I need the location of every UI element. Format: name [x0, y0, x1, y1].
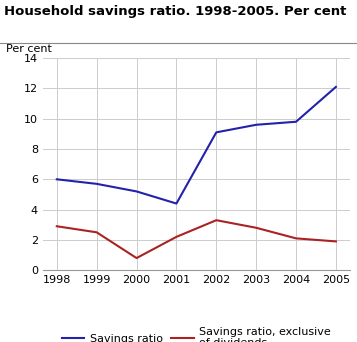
Savings ratio, exclusive
of dividends — [334, 239, 338, 244]
Savings ratio, exclusive
of dividends — [294, 236, 298, 240]
Line: Savings ratio, exclusive
of dividends: Savings ratio, exclusive of dividends — [57, 220, 336, 258]
Savings ratio, exclusive
of dividends — [214, 218, 218, 222]
Savings ratio, exclusive
of dividends — [95, 230, 99, 234]
Savings ratio — [174, 201, 178, 206]
Savings ratio, exclusive
of dividends — [55, 224, 59, 228]
Text: Per cent: Per cent — [6, 44, 52, 54]
Savings ratio — [95, 182, 99, 186]
Text: Household savings ratio. 1998-2005. Per cent: Household savings ratio. 1998-2005. Per … — [4, 5, 346, 18]
Savings ratio, exclusive
of dividends — [254, 226, 258, 230]
Savings ratio, exclusive
of dividends — [174, 235, 178, 239]
Savings ratio — [294, 120, 298, 124]
Legend: Savings ratio, Savings ratio, exclusive
of dividends: Savings ratio, Savings ratio, exclusive … — [57, 323, 335, 342]
Savings ratio — [334, 85, 338, 89]
Savings ratio, exclusive
of dividends — [134, 256, 139, 260]
Savings ratio — [214, 130, 218, 134]
Savings ratio — [254, 123, 258, 127]
Savings ratio — [134, 189, 139, 194]
Line: Savings ratio: Savings ratio — [57, 87, 336, 203]
Savings ratio — [55, 177, 59, 181]
